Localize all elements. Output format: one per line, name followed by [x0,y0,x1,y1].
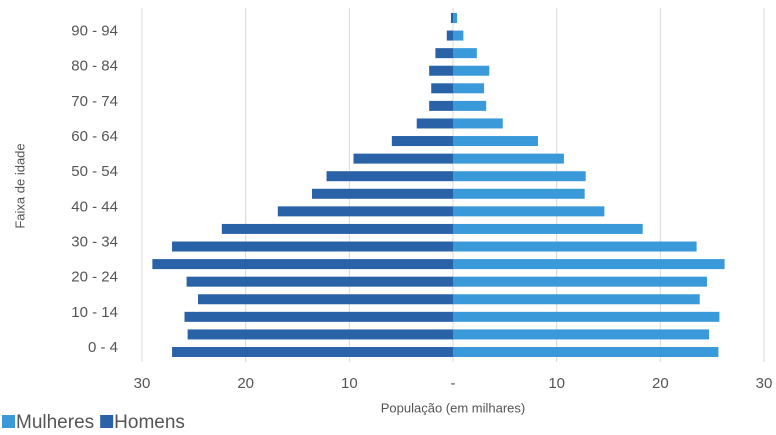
bar [453,48,477,59]
x-tick-label: 20 [652,375,669,392]
bar [453,12,458,23]
x-tick-label: 30 [134,375,151,392]
bar [429,65,453,76]
y-tick-label: 50 - 54 [71,163,118,180]
bar [353,153,453,164]
y-tick-label: 10 - 14 [71,304,118,321]
bar [453,294,700,305]
bar [453,30,464,41]
bar [197,294,453,305]
bar [453,206,605,217]
bar [453,65,490,76]
y-tick-label: 70 - 74 [71,93,118,110]
bar [221,223,453,234]
y-tick-label: 40 - 44 [71,198,118,215]
x-tick-label: - [451,375,456,392]
bar [453,118,503,129]
legend-swatch [100,415,114,428]
bar [391,136,453,147]
y-tick-label: 30 - 34 [71,233,118,250]
bar [446,30,453,41]
x-tick-label: 10 [548,375,565,392]
y-tick-label: 0 - 4 [88,339,118,356]
y-tick-label: 80 - 84 [71,58,118,75]
y-tick-label: 60 - 64 [71,128,118,145]
bar [450,12,453,23]
x-axis-label: População (em milhares) [381,400,526,415]
bar [172,347,453,357]
bar [453,329,710,340]
bar [312,188,453,199]
y-tick-label: 90 - 94 [71,23,118,40]
bar [453,83,485,94]
x-tick-label: 30 [756,375,773,392]
bar [184,311,453,322]
bar [186,276,453,287]
bar [453,136,539,147]
x-tick-label: 10 [341,375,358,392]
bar [152,259,453,270]
bar [277,206,453,217]
legend-label: Mulheres [16,412,94,433]
bar [453,276,707,287]
y-axis-label: Faixa de idade [12,143,27,228]
bar [431,83,453,94]
bar [453,311,720,322]
bar [453,241,697,252]
bar [435,48,453,59]
bar [187,329,453,340]
bar [453,223,643,234]
bar [416,118,453,129]
x-tick-label: 20 [237,375,254,392]
y-tick-label: 20 - 24 [71,269,118,286]
bar [453,188,585,199]
bar [453,171,586,182]
bar [453,259,725,270]
bar [429,100,453,111]
bar [326,171,453,182]
bar [453,100,487,111]
legend-label: Homens [114,412,185,433]
bar [453,347,719,357]
bar [172,241,453,252]
legend-swatch [2,415,15,428]
bar [453,153,564,164]
